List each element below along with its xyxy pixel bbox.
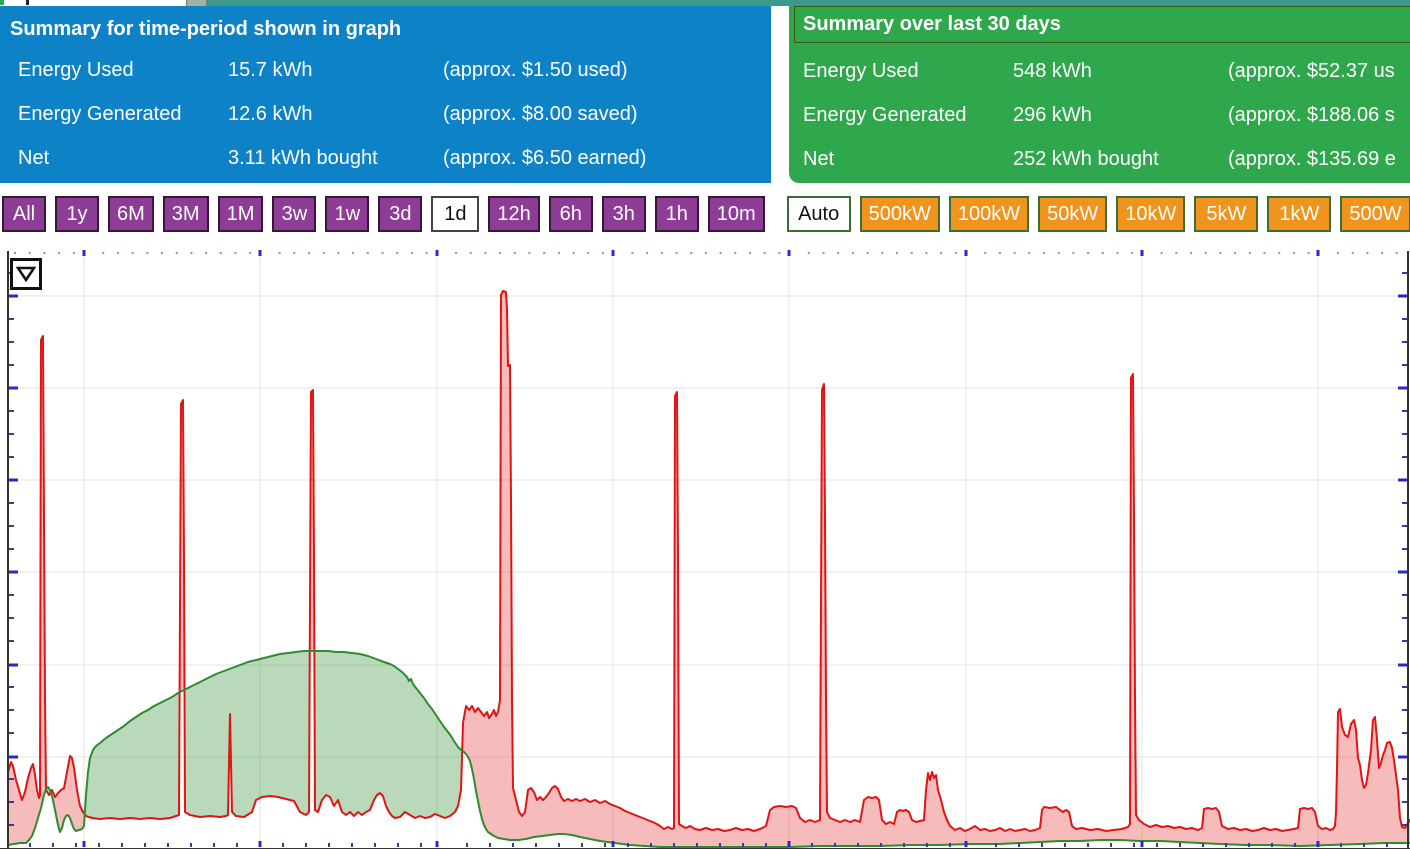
summary-30days-title-box: Summary over last 30 days xyxy=(794,6,1410,43)
summary-row-energy-used: Energy Used 548 kWh (approx. $52.37 us xyxy=(789,49,1410,93)
scale-button-50kw[interactable]: 50kW xyxy=(1038,196,1108,232)
scale-button-500kw[interactable]: 500kW xyxy=(859,196,940,232)
time-range-button-3w[interactable]: 3w xyxy=(272,196,317,232)
row-value: 252 kWh bought xyxy=(1013,147,1159,170)
row-label: Net xyxy=(803,147,835,170)
row-approx: (approx. $6.50 earned) xyxy=(443,146,647,169)
row-value: 15.7 kWh xyxy=(228,58,313,81)
teal-header-bar xyxy=(207,0,1410,6)
triangle-down-icon xyxy=(15,266,37,283)
energy-usage-chart[interactable] xyxy=(0,238,1410,849)
summary-row-energy-generated: Energy Generated 296 kWh (approx. $188.0… xyxy=(789,93,1410,137)
text-remnant xyxy=(26,0,29,5)
summary-30days-panel: Summary over last 30 days Energy Used 54… xyxy=(789,5,1410,183)
row-label: Net xyxy=(18,146,50,169)
time-range-button-10m[interactable]: 10m xyxy=(707,196,765,232)
scale-button-10kw[interactable]: 10kW xyxy=(1116,196,1186,232)
time-range-button-12h[interactable]: 12h xyxy=(488,196,540,232)
row-value: 3.11 kWh bought xyxy=(228,146,378,169)
row-label: Energy Generated xyxy=(18,102,182,125)
time-range-button-6h[interactable]: 6h xyxy=(548,196,593,232)
time-range-button-6m[interactable]: 6M xyxy=(108,196,154,232)
time-range-button-group: All 1y 6M 3M 1M 3w 1w 3d 1d 12h 6h 3h 1h 10m xyxy=(2,196,765,232)
scale-button-100kw[interactable]: 100kW xyxy=(948,196,1030,232)
row-approx: (approx. $135.69 e xyxy=(1228,147,1396,170)
row-value: 12.6 kWh xyxy=(228,102,313,125)
time-range-button-1d[interactable]: 1d xyxy=(431,196,480,232)
summary-row-net: Net 3.11 kWh bought (approx. $6.50 earne… xyxy=(0,136,771,180)
time-range-button-3h[interactable]: 3h xyxy=(601,196,646,232)
row-approx: (approx. $52.37 us xyxy=(1228,59,1395,82)
go-button-remnant[interactable] xyxy=(186,0,207,6)
time-range-button-1w[interactable]: 1w xyxy=(325,196,370,232)
time-range-button-3m[interactable]: 3M xyxy=(162,196,209,232)
summary-period-panel: Summary for time-period shown in graph E… xyxy=(0,6,771,183)
summary-row-energy-used: Energy Used 15.7 kWh (approx. $1.50 used… xyxy=(0,48,771,92)
scale-button-5kw[interactable]: 5kW xyxy=(1194,196,1259,232)
time-range-button-1m[interactable]: 1M xyxy=(217,196,264,232)
energy-chart-svg[interactable] xyxy=(0,238,1410,849)
scale-button-500w[interactable]: 500W xyxy=(1340,196,1410,232)
row-label: Energy Used xyxy=(18,58,134,81)
graph-menu-toggle-button[interactable] xyxy=(10,258,42,290)
scale-button-group: Auto 500kW 100kW 50kW 10kW 5kW 1kW 500W xyxy=(786,196,1410,232)
row-value: 548 kWh xyxy=(1013,59,1092,82)
time-range-button-all[interactable]: All xyxy=(2,196,46,232)
time-range-button-3d[interactable]: 3d xyxy=(378,196,423,232)
text-field-remnant xyxy=(0,0,186,6)
time-range-button-1y[interactable]: 1y xyxy=(55,196,99,232)
summary-30days-title: Summary over last 30 days xyxy=(803,13,1061,35)
top-form-remnant xyxy=(0,0,1410,6)
graph-toolbar: All 1y 6M 3M 1M 3w 1w 3d 1d 12h 6h 3h 1h 10m Auto 500k… xyxy=(2,196,1410,232)
row-approx: (approx. $1.50 used) xyxy=(443,58,628,81)
summary-row-net: Net 252 kWh bought (approx. $135.69 e xyxy=(789,137,1410,181)
scale-button-1kw[interactable]: 1kW xyxy=(1267,196,1332,232)
row-label: Energy Generated xyxy=(803,103,967,126)
scale-button-auto[interactable]: Auto xyxy=(786,196,851,232)
summary-period-title: Summary for time-period shown in graph xyxy=(10,18,402,40)
decoration-dot xyxy=(0,0,4,5)
summary-row-energy-generated: Energy Generated 12.6 kWh (approx. $8.00… xyxy=(0,92,771,136)
row-label: Energy Used xyxy=(803,59,919,82)
row-value: 296 kWh xyxy=(1013,103,1092,126)
row-approx: (approx. $8.00 saved) xyxy=(443,102,638,125)
row-approx: (approx. $188.06 s xyxy=(1228,103,1395,126)
time-range-button-1h[interactable]: 1h xyxy=(654,196,699,232)
